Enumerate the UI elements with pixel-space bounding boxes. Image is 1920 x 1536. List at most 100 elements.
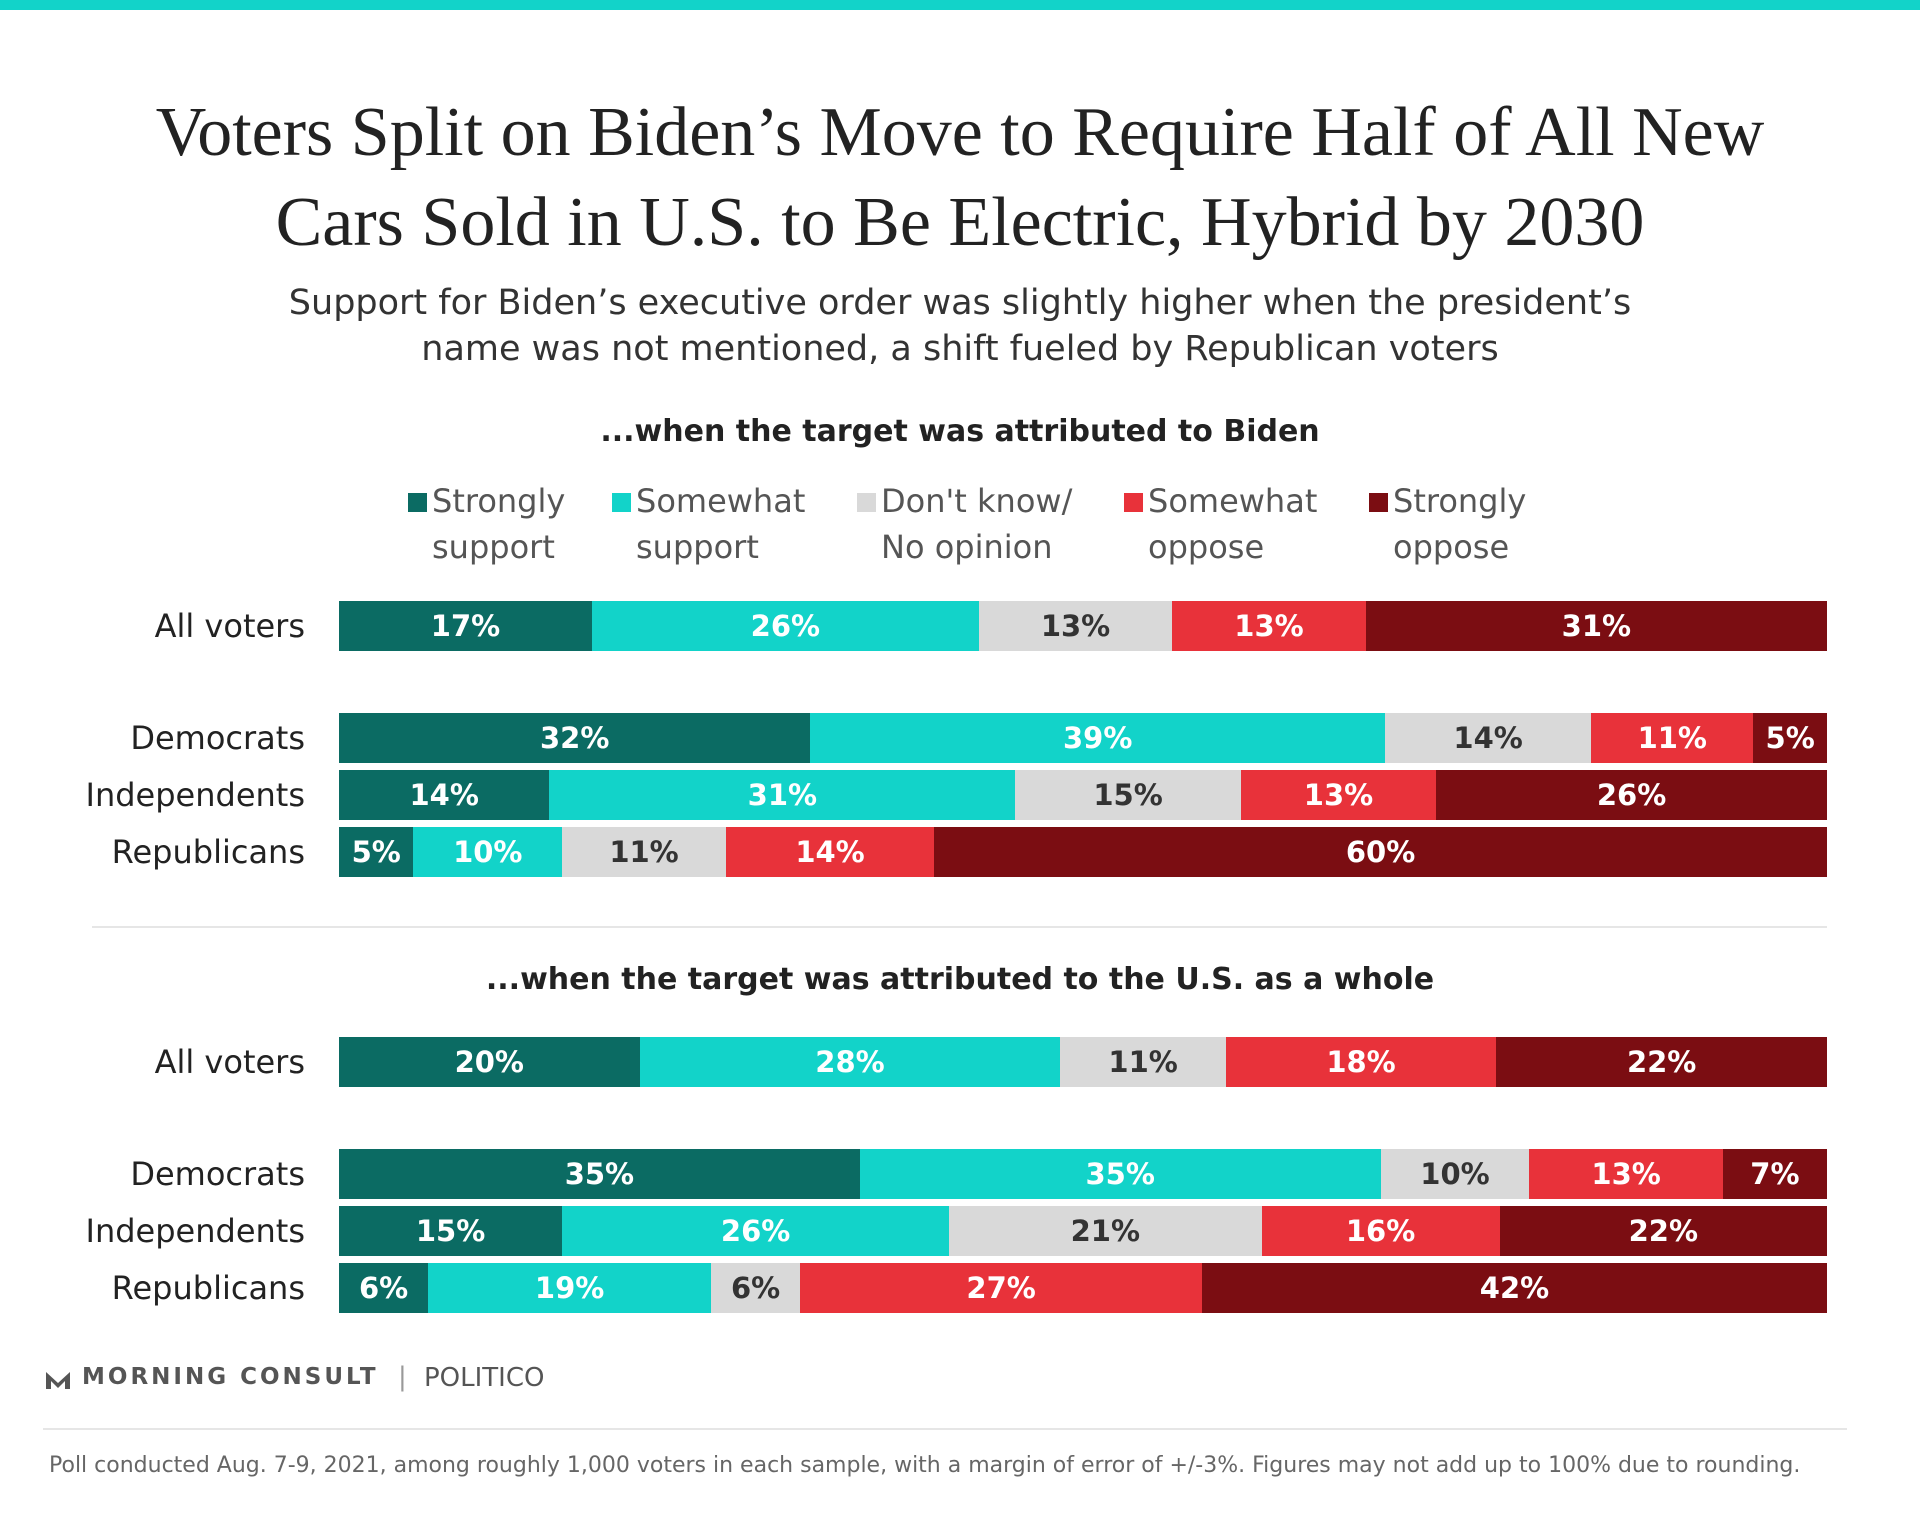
- row-label: Republicans: [111, 1269, 305, 1307]
- value-label: 22%: [1628, 1214, 1699, 1248]
- value-label: 17%: [430, 609, 501, 643]
- bar-segment: [339, 601, 592, 651]
- bar-segment: [1060, 1037, 1226, 1087]
- value-label: 18%: [1326, 1045, 1396, 1079]
- brand: MORNING CONSULT: [82, 1364, 379, 1390]
- legend-swatch: [1124, 493, 1143, 512]
- value-label: 19%: [534, 1271, 605, 1305]
- value-label: 11%: [1108, 1045, 1178, 1079]
- value-label: 42%: [1479, 1271, 1550, 1305]
- legend-swatch: [408, 493, 427, 512]
- value-label: 22%: [1626, 1045, 1697, 1079]
- bar-segment: [339, 1149, 860, 1199]
- panel-subtitle: ...when the target was attributed to Bid…: [600, 414, 1320, 449]
- bar-segment: [591, 601, 979, 651]
- value-label: 6%: [731, 1271, 781, 1305]
- bar-segment: [1436, 770, 1827, 820]
- bar-segment: [1240, 770, 1437, 820]
- legend-swatch: [1369, 493, 1388, 512]
- legend-label: Strongly oppose: [1393, 482, 1527, 566]
- bar-segment: [1496, 1037, 1827, 1087]
- bar-segment: [1753, 713, 1827, 763]
- bar-segment: [339, 1037, 640, 1087]
- row-label: Democrats: [130, 719, 305, 757]
- bar-segment: [1499, 1206, 1827, 1256]
- row-label: All voters: [154, 607, 305, 645]
- bar-segment: [725, 827, 935, 877]
- row-label: Independents: [85, 776, 306, 814]
- panel-subtitle: ...when the target was attributed to the…: [485, 962, 1435, 997]
- row-label: Independents: [85, 1212, 306, 1250]
- value-label: 10%: [453, 835, 523, 869]
- bar-segment: [562, 1206, 950, 1256]
- bar-segment: [859, 1149, 1381, 1199]
- bar-segment: [562, 827, 726, 877]
- bar-segment: [949, 1206, 1262, 1256]
- bar-segment: [639, 1037, 1061, 1087]
- value-label: 15%: [415, 1214, 486, 1248]
- value-label: 16%: [1345, 1214, 1416, 1248]
- bar-segment: [711, 1263, 801, 1313]
- row-label: Democrats: [130, 1155, 305, 1193]
- divider: [92, 926, 1827, 928]
- value-label: 14%: [409, 778, 479, 812]
- separator: |: [398, 1362, 407, 1392]
- value-label: 5%: [351, 835, 401, 869]
- footnote: Poll conducted Aug. 7-9, 2021, among rou…: [49, 1453, 1801, 1478]
- row-label: Republicans: [111, 833, 305, 871]
- legend-swatch: [612, 493, 631, 512]
- bar-segment: [428, 1263, 711, 1313]
- footer-rule: [43, 1428, 1847, 1430]
- bar-segment: [1015, 770, 1241, 820]
- chart-subtitle: Support for Biden’s executive order was …: [288, 283, 1632, 369]
- bar-segment: [1365, 601, 1827, 651]
- legend-label: Strongly support: [432, 482, 566, 566]
- bar-segment: [1225, 1037, 1497, 1087]
- value-label: 13%: [1303, 778, 1374, 812]
- value-label: 13%: [1234, 609, 1304, 643]
- bar-segment: [1172, 601, 1366, 651]
- value-label: 14%: [795, 835, 865, 869]
- value-label: 32%: [540, 721, 610, 755]
- value-label: 15%: [1093, 778, 1163, 812]
- value-label: 26%: [750, 609, 821, 643]
- bar-segment: [978, 601, 1173, 651]
- value-label: 13%: [1040, 609, 1111, 643]
- value-label: 14%: [1453, 721, 1523, 755]
- row-label: All voters: [154, 1043, 305, 1081]
- value-label: 31%: [747, 778, 818, 812]
- value-label: 5%: [1765, 721, 1815, 755]
- bar-segment: [800, 1263, 1203, 1313]
- value-label: 35%: [564, 1157, 635, 1191]
- legend-label: Somewhat support: [636, 482, 806, 566]
- value-label: 7%: [1750, 1157, 1800, 1191]
- legend-label: Don't know/ No opinion: [881, 482, 1073, 566]
- bar-segment: [339, 827, 414, 877]
- legend-label: Somewhat oppose: [1148, 482, 1318, 566]
- bar-segment: [1591, 713, 1754, 763]
- value-label: 60%: [1345, 835, 1416, 869]
- value-label: 39%: [1063, 721, 1133, 755]
- bar-segment: [1261, 1206, 1500, 1256]
- value-label: 20%: [454, 1045, 524, 1079]
- value-label: 26%: [1596, 778, 1667, 812]
- bar-segment: [1529, 1149, 1723, 1199]
- legend-swatch: [857, 493, 876, 512]
- bar-segment: [549, 770, 1016, 820]
- bar-segment: [1380, 1149, 1530, 1199]
- bar-segment: [1202, 1263, 1827, 1313]
- value-label: 27%: [966, 1271, 1036, 1305]
- chart-title: Voters Split on Biden’s Move to Require …: [155, 94, 1765, 261]
- bar-segment: [339, 713, 811, 763]
- bar-segment: [339, 1206, 563, 1256]
- value-label: 35%: [1085, 1157, 1155, 1191]
- value-label: 11%: [609, 835, 679, 869]
- bar-segment: [339, 770, 550, 820]
- value-label: 21%: [1070, 1214, 1141, 1248]
- bar-segment: [934, 827, 1827, 877]
- bar-segment: [810, 713, 1385, 763]
- value-label: 11%: [1637, 721, 1707, 755]
- value-label: 26%: [720, 1214, 791, 1248]
- bar-segment: [1722, 1149, 1827, 1199]
